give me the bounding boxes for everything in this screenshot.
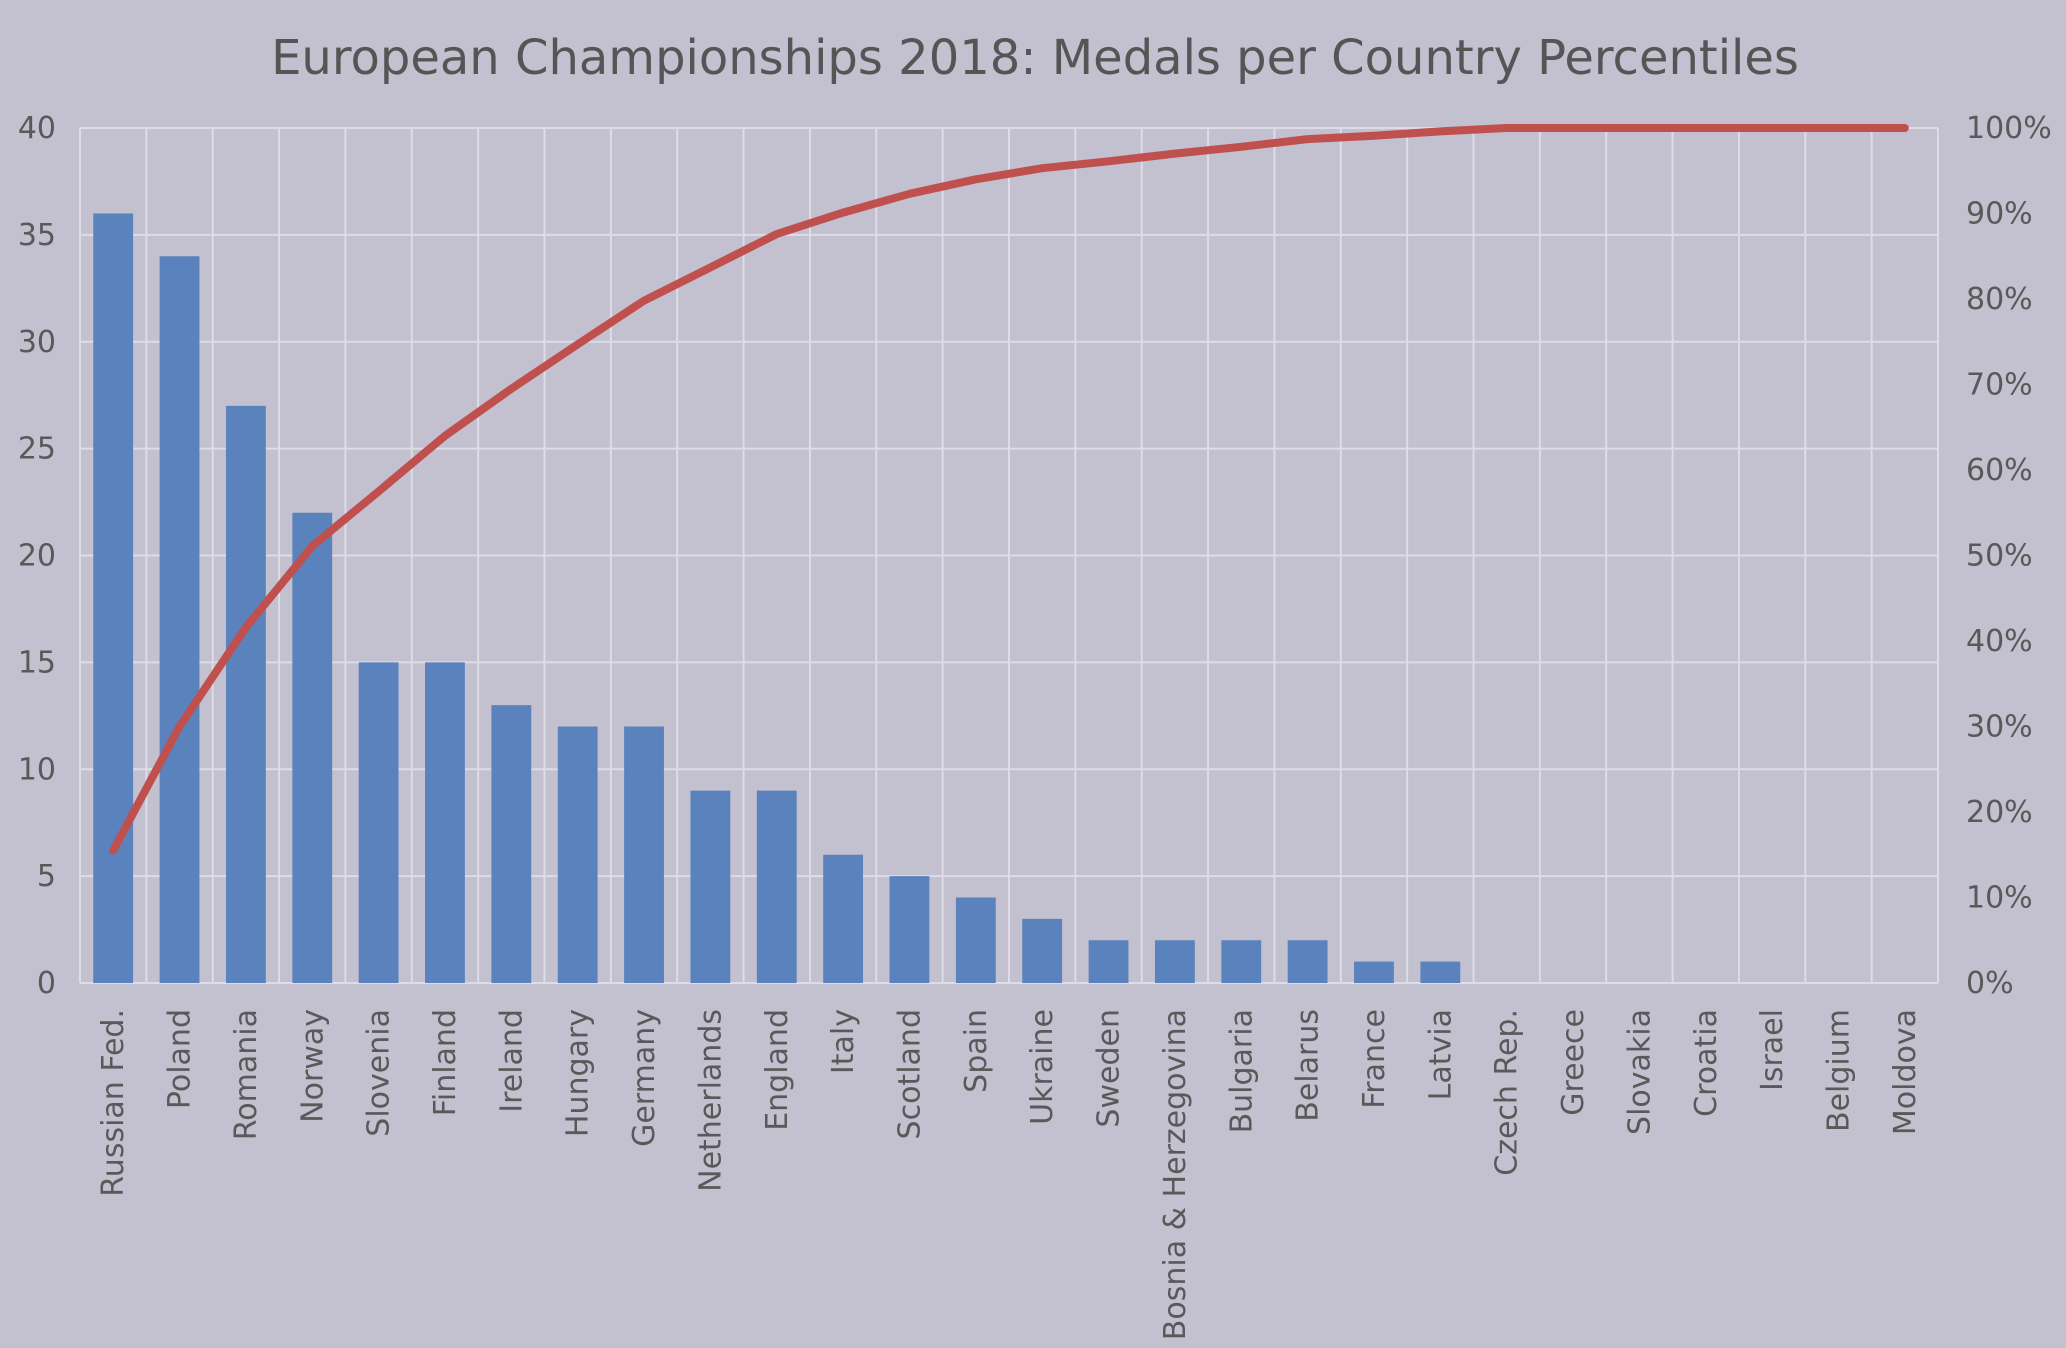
category-label: Italy: [826, 1009, 861, 1074]
y-right-tick-label: 90%: [1966, 197, 2033, 232]
category-label: Belarus: [1291, 1009, 1326, 1122]
category-label: Norway: [295, 1009, 330, 1123]
y-left-tick-label: 5: [37, 859, 56, 894]
bar: [624, 726, 664, 983]
y-left-tick-label: 0: [37, 966, 56, 1001]
y-left-tick-label: 15: [18, 645, 56, 680]
category-label: Netherlands: [693, 1009, 728, 1192]
category-label: Slovenia: [362, 1009, 397, 1137]
category-label: Romania: [229, 1009, 264, 1140]
chart-title: European Championships 2018: Medals per …: [271, 30, 1799, 86]
category-label: Croatia: [1689, 1009, 1724, 1117]
y-right-tick-label: 0%: [1966, 966, 2014, 1001]
category-label: Greece: [1556, 1009, 1591, 1116]
cumulative-line: [109, 124, 1909, 855]
category-label: Hungary: [561, 1009, 596, 1137]
category-label: Finland: [428, 1009, 463, 1116]
category-axis: Russian Fed. Poland Romania Norway Slovenia F…: [96, 1009, 1923, 1340]
y-left-tick-label: 20: [18, 539, 56, 574]
bar: [225, 405, 266, 983]
bar: [1420, 961, 1461, 983]
category-label: Israel: [1755, 1009, 1790, 1091]
bar: [358, 662, 399, 983]
bar: [491, 705, 532, 983]
bar: [690, 790, 731, 983]
category-label: Ukraine: [1025, 1009, 1060, 1125]
bar: [955, 897, 996, 983]
category-label: Latvia: [1423, 1009, 1458, 1100]
bar: [1354, 961, 1394, 983]
grid-layer: [79, 127, 1939, 984]
bar: [1022, 918, 1063, 983]
y-right-tick-label: 80%: [1966, 282, 2033, 317]
y-left-tick-label: 30: [18, 325, 56, 360]
y-right-tick-label: 70%: [1966, 368, 2033, 403]
category-label: Poland: [163, 1009, 198, 1109]
category-label: England: [760, 1009, 795, 1131]
bar: [889, 876, 930, 983]
right-axis: 0% 10% 20% 30% 40% 50% 60% 70% 80% 90% 100%: [1966, 111, 2052, 1001]
bar: [823, 854, 864, 983]
bar: [292, 512, 333, 983]
line-layer: [109, 124, 1909, 855]
category-label: France: [1357, 1009, 1392, 1109]
category-label: Belgium: [1821, 1009, 1856, 1132]
y-left-tick-label: 25: [18, 432, 56, 467]
y-right-tick-label: 30%: [1966, 710, 2033, 745]
category-label: Moldova: [1888, 1009, 1923, 1135]
y-left-tick-label: 35: [18, 218, 56, 253]
bar: [557, 726, 598, 983]
y-right-tick-label: 50%: [1966, 539, 2033, 574]
category-label: Germany: [627, 1009, 662, 1147]
bar-layer: [93, 213, 1461, 983]
bar: [1221, 940, 1262, 983]
y-right-tick-label: 20%: [1966, 795, 2033, 830]
y-right-tick-label: 10%: [1966, 881, 2033, 916]
y-left-tick-label: 10: [18, 752, 56, 787]
y-right-tick-label: 100%: [1966, 111, 2052, 146]
bar: [1154, 940, 1195, 983]
bar: [1287, 940, 1328, 983]
y-right-tick-label: 60%: [1966, 453, 2033, 488]
category-label: Czech Rep.: [1490, 1009, 1525, 1176]
y-left-tick-label: 40: [18, 111, 56, 146]
bar: [159, 256, 200, 983]
category-label: Russian Fed.: [96, 1009, 131, 1197]
category-label: Bulgaria: [1224, 1009, 1259, 1133]
bar: [756, 790, 797, 983]
category-label: Sweden: [1092, 1009, 1127, 1128]
category-label: Bosnia & Herzegovina: [1158, 1009, 1193, 1340]
category-label: Spain: [959, 1009, 994, 1093]
category-label: Ireland: [494, 1009, 529, 1113]
bar: [1088, 940, 1129, 983]
category-label: Slovakia: [1622, 1009, 1657, 1135]
category-label: Scotland: [892, 1009, 927, 1139]
bar: [425, 662, 465, 983]
y-right-tick-label: 40%: [1966, 624, 2033, 659]
bar: [93, 213, 134, 983]
left-axis: 0 5 10 15 20 25 30 35 40: [18, 111, 56, 1001]
